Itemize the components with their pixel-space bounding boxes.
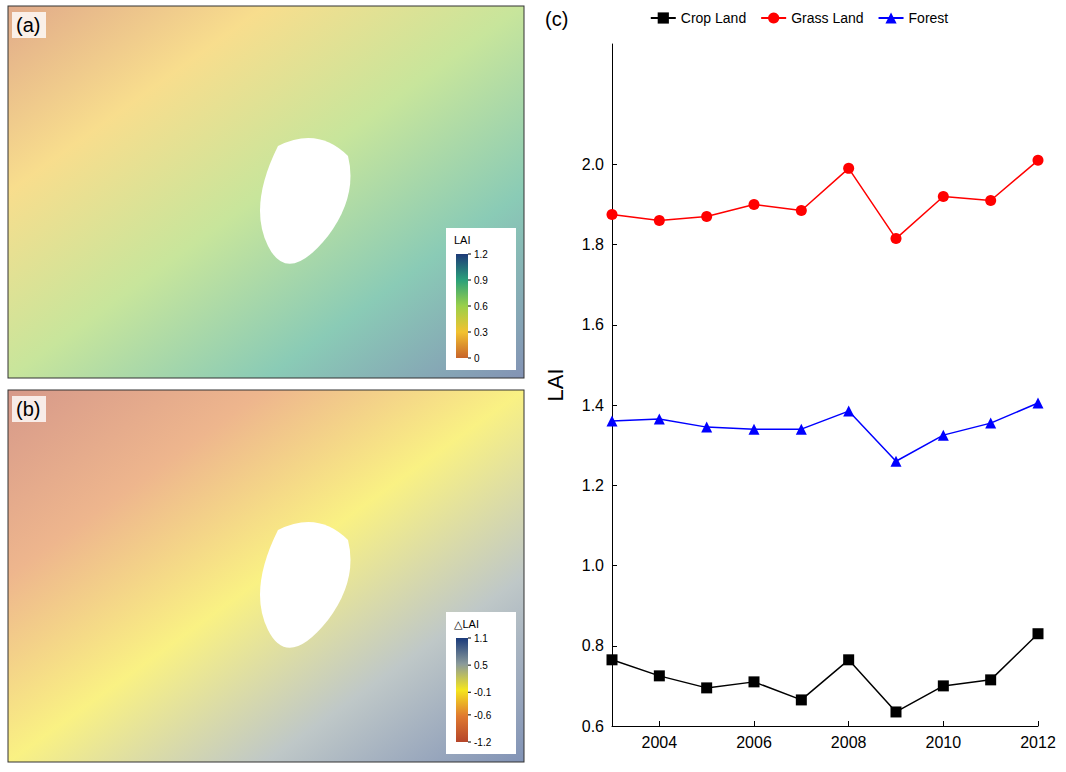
svg-text:2008: 2008 — [831, 734, 867, 751]
svg-text:LAI: LAI — [454, 234, 471, 246]
svg-text:0.9: 0.9 — [474, 275, 488, 286]
svg-text:Forest: Forest — [909, 10, 949, 26]
svg-text:(c): (c) — [545, 8, 568, 30]
svg-text:0.6: 0.6 — [582, 718, 604, 735]
svg-text:2004: 2004 — [642, 734, 678, 751]
svg-text:1.2: 1.2 — [582, 477, 604, 494]
svg-text:△LAI: △LAI — [454, 618, 479, 630]
svg-text:(b): (b) — [16, 398, 40, 420]
svg-text:Crop Land: Crop Land — [681, 10, 746, 26]
svg-text:2012: 2012 — [1020, 734, 1056, 751]
svg-text:-0.6: -0.6 — [474, 710, 492, 721]
svg-text:1.8: 1.8 — [582, 236, 604, 253]
svg-text:2006: 2006 — [736, 734, 772, 751]
svg-text:LAI: LAI — [543, 368, 568, 401]
svg-text:-0.1: -0.1 — [474, 687, 492, 698]
svg-text:2.0: 2.0 — [582, 156, 604, 173]
svg-text:1.4: 1.4 — [582, 397, 604, 414]
svg-text:1.2: 1.2 — [474, 249, 488, 260]
svg-text:1.0: 1.0 — [582, 557, 604, 574]
svg-text:0: 0 — [474, 353, 480, 364]
svg-text:1.1: 1.1 — [474, 633, 488, 644]
svg-text:2010: 2010 — [926, 734, 962, 751]
svg-text:0.3: 0.3 — [474, 327, 488, 338]
svg-text:0.8: 0.8 — [582, 637, 604, 654]
svg-text:-1.2: -1.2 — [474, 737, 492, 748]
svg-text:0.6: 0.6 — [474, 301, 488, 312]
svg-text:Grass Land: Grass Land — [791, 10, 863, 26]
svg-text:0.5: 0.5 — [474, 660, 488, 671]
svg-text:(a): (a) — [16, 14, 40, 36]
svg-text:1.6: 1.6 — [582, 316, 604, 333]
